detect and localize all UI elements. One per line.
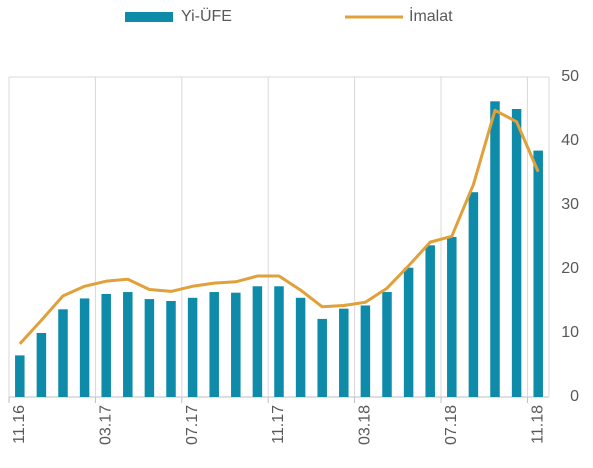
x-tick-label: 03.17: [97, 405, 114, 445]
bar: [339, 308, 349, 397]
bar: [123, 292, 133, 397]
bar: [15, 355, 25, 397]
y-tick-label: 0: [570, 388, 579, 405]
x-tick-label: 07.17: [184, 405, 201, 445]
y-tick-label: 50: [561, 68, 579, 85]
bar: [511, 109, 522, 397]
y-tick-label: 20: [561, 260, 579, 277]
bar: [533, 150, 543, 397]
bar: [295, 297, 306, 397]
bar: [144, 299, 155, 397]
bar: [360, 305, 371, 397]
x-tick-label: 11.18: [529, 405, 546, 444]
y-tick-label: 10: [561, 324, 579, 341]
bar: [231, 292, 241, 397]
bar: [490, 101, 500, 397]
x-tick-label: 03.18: [357, 405, 374, 445]
legend-label: Yi-ÜFE: [181, 7, 232, 25]
bar: [79, 298, 90, 397]
bar: [468, 192, 479, 397]
x-tick-label: 11.16: [11, 405, 28, 444]
bar: [209, 292, 219, 397]
bar: [274, 286, 284, 397]
y-tick-label: 30: [561, 196, 579, 213]
bar: [166, 301, 176, 397]
bar: [187, 297, 198, 397]
bar: [252, 286, 263, 397]
legend-label: İmalat: [409, 6, 453, 25]
legend-swatch: [125, 12, 173, 22]
bar: [403, 267, 414, 397]
bar: [58, 309, 68, 397]
bar: [382, 292, 392, 397]
line: [18, 108, 540, 345]
bar: [36, 333, 47, 397]
bar: [425, 245, 435, 397]
bar: [317, 318, 327, 397]
bar: [101, 293, 111, 397]
y-tick-label: 40: [561, 132, 579, 149]
bar: [447, 237, 457, 397]
x-tick-label: 07.18: [443, 405, 460, 445]
x-tick-label: 11.17: [270, 405, 287, 444]
